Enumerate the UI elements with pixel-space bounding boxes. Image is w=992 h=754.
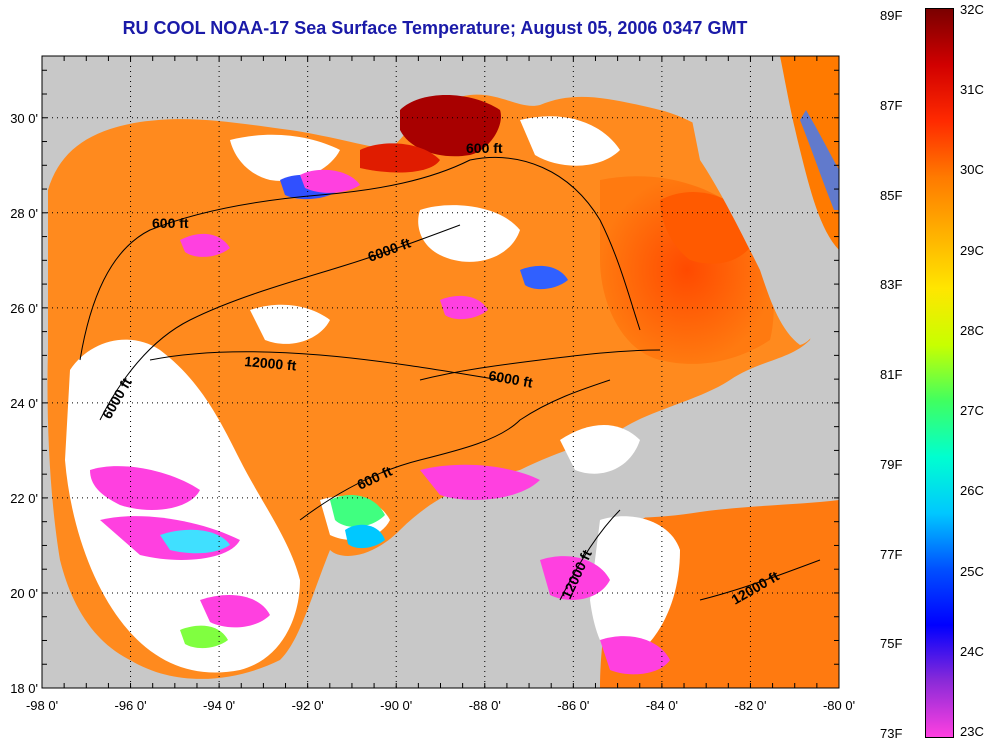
cloud-cover bbox=[65, 116, 680, 673]
x-tick-label: -88 0' bbox=[469, 698, 501, 713]
x-tick-label: -98 0' bbox=[26, 698, 58, 713]
y-tick-label: 24 0' bbox=[10, 396, 38, 411]
colorbar-c-label: 31C bbox=[960, 82, 984, 98]
temperature-colorbar bbox=[925, 8, 954, 738]
contour-600ft bbox=[79, 157, 641, 361]
contour-12000ft-south bbox=[559, 509, 621, 601]
hot-band-north bbox=[360, 143, 440, 173]
contour-6000ft bbox=[99, 224, 461, 421]
colorbar-f-label: 77F bbox=[880, 546, 903, 562]
atlantic-water bbox=[780, 56, 839, 250]
y-tick-label: 30 0' bbox=[10, 111, 38, 126]
colorbar-c-label: 29C bbox=[960, 242, 984, 258]
contour-12000ft bbox=[149, 351, 501, 381]
land-florida bbox=[690, 80, 824, 345]
colorbar-f-label: 83F bbox=[880, 277, 903, 293]
colorbar-c-label: 26C bbox=[960, 483, 984, 499]
atlantic-cool-band bbox=[800, 110, 839, 210]
colorbar-f-label: 89F bbox=[880, 8, 903, 23]
colorbar-f-label: 79F bbox=[880, 456, 903, 472]
hot-spot-north bbox=[400, 95, 501, 157]
colorbar-c-label: 23C bbox=[960, 724, 984, 739]
contour-12000ft-carib bbox=[699, 559, 821, 601]
contour-label: 600 ft bbox=[466, 140, 503, 156]
land-yucatan bbox=[380, 467, 600, 688]
colorbar-c-label: 28C bbox=[960, 322, 984, 338]
x-tick-label: -92 0' bbox=[292, 698, 324, 713]
y-tick-label: 26 0' bbox=[10, 301, 38, 316]
colorbar-c-label: 25C bbox=[960, 563, 984, 579]
y-tick-label: 22 0' bbox=[10, 491, 38, 506]
colorbar-c-label: 27C bbox=[960, 403, 984, 419]
contour-label: 600 ft bbox=[152, 215, 189, 231]
land-cuba bbox=[570, 466, 839, 518]
bathymetry-contours bbox=[79, 157, 821, 601]
colorbar-c-label: 32C bbox=[960, 2, 984, 17]
x-tick-label: -86 0' bbox=[557, 698, 589, 713]
colorbar-f-label: 81F bbox=[880, 367, 903, 382]
contour-label: 6000 ft bbox=[487, 367, 534, 391]
colorbar-c-label: 30C bbox=[960, 162, 984, 178]
colorbar-c-label: 24C bbox=[960, 643, 984, 659]
x-tick-label: -82 0' bbox=[734, 698, 766, 713]
colorbar-f-label: 85F bbox=[880, 187, 903, 203]
contour-600ft-south bbox=[299, 379, 611, 521]
x-tick-label: -96 0' bbox=[114, 698, 146, 713]
colorbar-f-label: 73F bbox=[880, 726, 903, 741]
cool-patches bbox=[90, 169, 670, 675]
x-tick-label: -94 0' bbox=[203, 698, 235, 713]
lat-lon-grid: -98 0' -96 0' -94 0' -92 0' -90 0' -88 0' -86 … bbox=[10, 56, 855, 713]
colorbar-f-label: 75F bbox=[880, 636, 903, 652]
colorbar-f-label: 87F bbox=[880, 97, 903, 113]
y-tick-label: 18 0' bbox=[10, 681, 38, 696]
y-tick-label: 20 0' bbox=[10, 586, 38, 601]
plot-frame bbox=[41, 55, 840, 689]
x-tick-label: -84 0' bbox=[646, 698, 678, 713]
map-title: RU COOL NOAA-17 Sea Surface Temperature;… bbox=[122, 18, 748, 38]
contour-label: 12000 ft bbox=[244, 353, 298, 374]
x-tick-label: -80 0' bbox=[823, 698, 855, 713]
x-tick-label: -90 0' bbox=[380, 698, 412, 713]
y-tick-label: 28 0' bbox=[10, 206, 38, 221]
